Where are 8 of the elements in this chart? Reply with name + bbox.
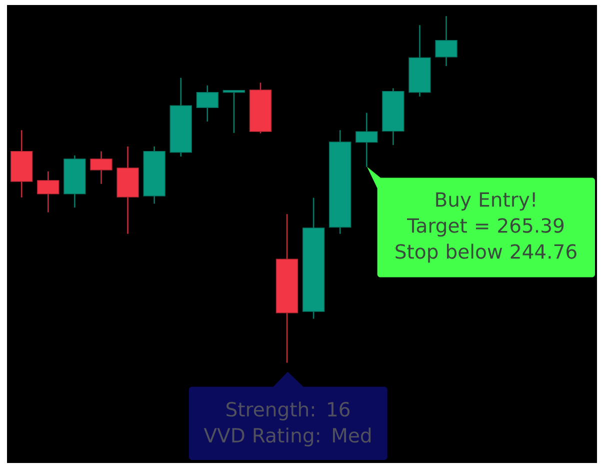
candlestick — [37, 170, 60, 213]
annotation: Buy Entry! Target = 265.39 Stop below 244.76 — [396, 192, 576, 263]
candlestick — [222, 90, 246, 134]
candlestick — [435, 15, 458, 67]
candlestick — [356, 112, 378, 168]
candlestick — [90, 150, 112, 185]
candlestick — [196, 84, 218, 122]
text: Strength: 16 VVD Rating: Med — [204, 402, 371, 446]
